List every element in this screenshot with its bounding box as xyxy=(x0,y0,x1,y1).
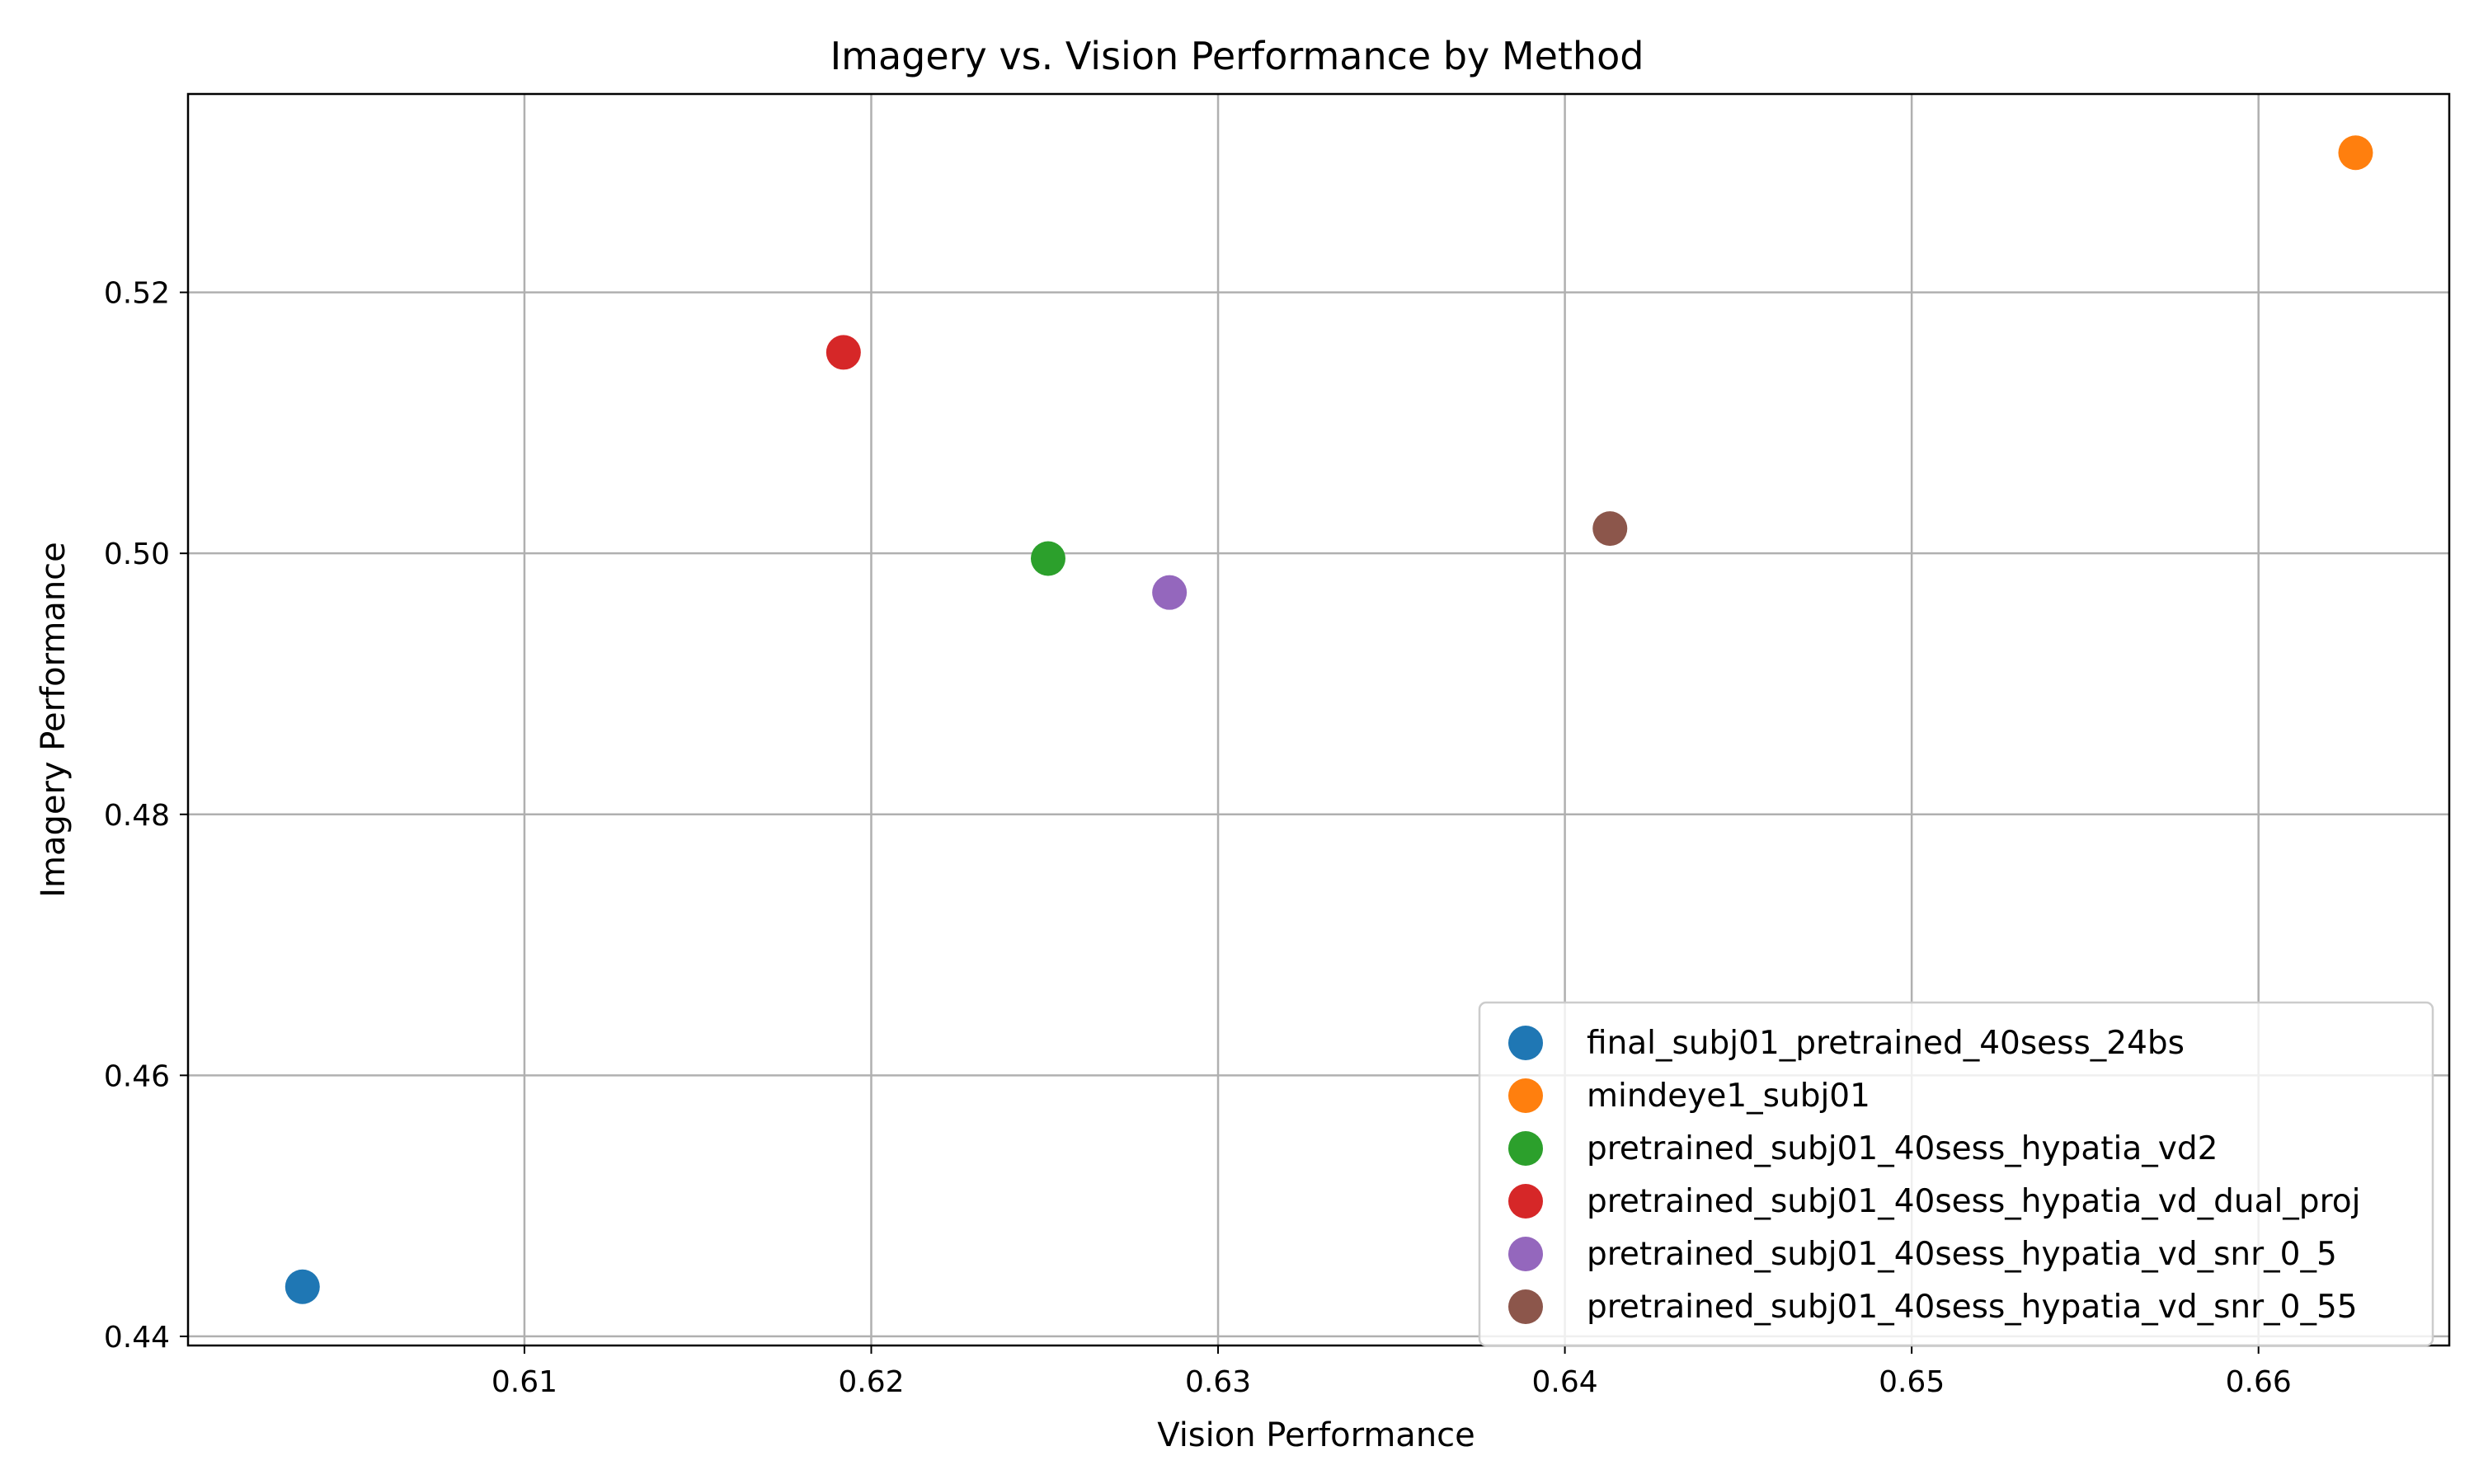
axis-ticks: 0.61 0.62 0.63 0.64 0.65 0.66 0.44 0.46 0.48 0.50… xyxy=(104,277,2292,1399)
data-point xyxy=(2338,135,2373,171)
x-tick-label: 0.61 xyxy=(492,1365,557,1399)
legend-label: pretrained_subj01_40sess_hypatia_vd_snr_… xyxy=(1587,1289,2358,1326)
data-point xyxy=(825,335,861,370)
y-tick-label: 0.48 xyxy=(104,799,170,833)
y-tick-label: 0.46 xyxy=(104,1059,170,1093)
legend-label: pretrained_subj01_40sess_hypatia_vd2 xyxy=(1587,1130,2218,1167)
legend-marker xyxy=(1508,1237,1543,1271)
legend-label: pretrained_subj01_40sess_hypatia_vd_snr_… xyxy=(1587,1236,2337,1273)
x-tick-label: 0.65 xyxy=(1879,1365,1945,1399)
x-tick-label: 0.62 xyxy=(838,1365,904,1399)
x-tick-label: 0.63 xyxy=(1185,1365,1251,1399)
data-point xyxy=(1030,541,1065,576)
chart-title: Imagery vs. Vision Performance by Method xyxy=(830,34,1644,78)
legend-marker xyxy=(1508,1131,1543,1166)
y-tick-label: 0.52 xyxy=(104,277,170,311)
data-point xyxy=(1592,511,1628,547)
x-tick-label: 0.66 xyxy=(2226,1365,2292,1399)
legend-marker xyxy=(1508,1078,1543,1113)
legend-marker xyxy=(1508,1026,1543,1060)
x-axis-label: Vision Performance xyxy=(1157,1416,1475,1454)
data-point xyxy=(285,1269,320,1304)
y-axis-label: Imagery Performance xyxy=(35,542,73,898)
legend-marker xyxy=(1508,1289,1543,1324)
legend-box xyxy=(1478,1001,2434,1347)
y-tick-label: 0.44 xyxy=(104,1321,170,1355)
legend-label: pretrained_subj01_40sess_hypatia_vd_dual… xyxy=(1587,1183,2360,1220)
legend: final_subj01_pretrained_40sess_24bsminde… xyxy=(1478,1001,2434,1347)
data-point xyxy=(1152,575,1188,610)
legend-label: mindeye1_subj01 xyxy=(1587,1078,1870,1115)
x-tick-label: 0.64 xyxy=(1532,1365,1598,1399)
plot-frame xyxy=(186,92,2451,1347)
grid xyxy=(188,94,2449,1345)
y-tick-label: 0.50 xyxy=(104,538,170,571)
data-points xyxy=(285,135,2373,1304)
legend-marker xyxy=(1508,1184,1543,1219)
legend-label: final_subj01_pretrained_40sess_24bs xyxy=(1587,1025,2185,1062)
